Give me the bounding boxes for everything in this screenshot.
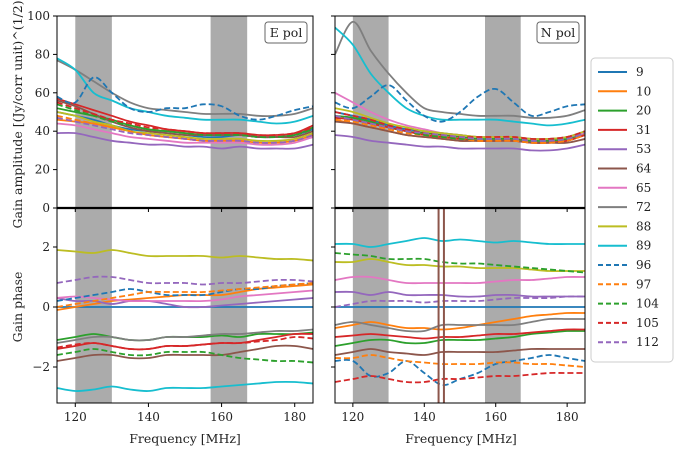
legend-frame — [590, 57, 674, 363]
series-line-96-N-amp — [335, 84, 585, 123]
series-line-88-N-phase — [335, 258, 585, 273]
series-line-53-E-phase — [57, 297, 313, 309]
x-tick-label-N-1: 140 — [413, 410, 436, 424]
series-line-96-E-amp — [57, 76, 313, 121]
series-line-10-N-phase — [335, 312, 585, 331]
shaded-band-N-phase-1 — [485, 208, 521, 403]
panel-N-amp-series — [335, 20, 585, 152]
legend-label-104: 104 — [636, 297, 659, 311]
series-line-72-N-phase — [335, 317, 585, 333]
pol-label-N-amp: N pol — [541, 25, 575, 40]
shaded-band-N-phase-0 — [352, 208, 389, 403]
x-axis-label-right: Frequency [MHz] — [405, 431, 517, 446]
shaded-band-E-amp-1 — [210, 16, 248, 208]
legend-label-72: 72 — [636, 200, 651, 214]
shaded-bands-layer — [75, 16, 521, 403]
series-line-89-N-amp — [335, 26, 585, 127]
series-line-112-N-phase — [335, 295, 585, 308]
y-tick-label-amp-3: 60 — [35, 86, 50, 100]
legend-label-96: 96 — [636, 258, 651, 272]
panel-E-amp-series — [57, 57, 313, 150]
shaded-band-E-amp-0 — [75, 16, 112, 208]
y-tick-label-phase-1: 0 — [42, 300, 50, 314]
pol-label-E-amp: E pol — [270, 25, 303, 40]
series-line-104-E-amp — [57, 103, 313, 139]
series-line-96-E-phase — [57, 282, 313, 302]
x-tick-label-E-1: 140 — [137, 410, 160, 424]
y-tick-label-amp-4: 80 — [35, 47, 50, 61]
x-tick-label-E-2: 160 — [210, 410, 233, 424]
y-tick-label-phase-2: 2 — [42, 240, 50, 254]
series-line-88-E-amp — [57, 111, 313, 142]
y-tick-label-amp-5: 100 — [27, 9, 50, 23]
legend-label-88: 88 — [636, 219, 651, 233]
y-tick-label-phase-0: −2 — [32, 360, 50, 374]
series-line-53-N-amp — [335, 134, 585, 152]
tick-labels-layer: 120 140 160 180 0 20 40 60 80 100 −2 0 2 120 140 160 180 — [27, 9, 579, 424]
legend-label-20: 20 — [636, 104, 651, 118]
series-line-72-E-phase — [57, 328, 313, 344]
series-line-105-N-phase — [335, 372, 585, 384]
legend-label-112: 112 — [636, 335, 659, 349]
pol-label-box-N-amp — [536, 21, 580, 44]
series-line-65-N-phase — [335, 275, 585, 285]
y-tick-label-amp-1: 20 — [35, 163, 50, 177]
series-line-88-E-phase — [57, 249, 313, 262]
x-tick-label-N-3: 180 — [556, 410, 579, 424]
legend-label-89: 89 — [636, 239, 651, 253]
panel-N-phase-series — [335, 237, 585, 387]
legend-label-105: 105 — [636, 316, 659, 330]
legend-label-53: 53 — [636, 142, 651, 156]
legend-label-65: 65 — [636, 181, 651, 195]
series-line-64-E-phase — [57, 344, 313, 362]
series-layer — [57, 20, 585, 403]
series-line-53-E-amp — [57, 131, 313, 150]
series-line-89-E-amp — [57, 57, 313, 125]
legend-label-9: 9 — [636, 65, 644, 79]
frames-layer: E pol N pol — [56, 15, 586, 404]
series-line-89-E-phase — [57, 380, 313, 392]
x-tick-label-N-2: 160 — [484, 410, 507, 424]
x-axis-label-left: Frequency [MHz] — [129, 431, 241, 446]
series-line-104-E-phase — [57, 348, 313, 364]
series-line-105-E-phase — [57, 336, 313, 351]
x-tick-label-E-0: 120 — [64, 410, 87, 424]
y-axis-label-phase: Gain phase — [10, 272, 25, 343]
series-line-53-N-phase — [335, 290, 585, 298]
y-tick-label-amp-0: 0 — [42, 201, 50, 215]
panel-E-phase-series — [57, 249, 313, 392]
y-tick-label-amp-2: 40 — [35, 124, 50, 138]
y-axis-label-amplitude: Gain amplitude [(Jy/corr unit)^(1/2)] — [10, 0, 25, 228]
x-tick-label-N-0: 120 — [341, 410, 364, 424]
x-tick-label-E-3: 180 — [283, 410, 306, 424]
legend-label-10: 10 — [636, 84, 651, 98]
axis-titles-layer: Frequency [MHz] Frequency [MHz] Gain amp… — [10, 0, 517, 446]
series-line-65-E-phase — [57, 289, 313, 303]
shaded-band-N-amp-1 — [485, 16, 521, 208]
legend: 9 10 20 31 53 64 65 72 88 89 96 97 104 105 112 — [590, 57, 674, 363]
legend-label-64: 64 — [636, 162, 652, 176]
series-line-72-E-amp — [57, 59, 313, 117]
series-line-97-E-phase — [57, 282, 313, 308]
legend-label-31: 31 — [636, 123, 651, 137]
series-line-89-N-phase — [335, 237, 585, 248]
series-line-112-E-amp — [57, 116, 313, 144]
series-line-31-N-phase — [335, 328, 585, 340]
series-line-64-N-phase — [335, 348, 585, 356]
series-line-65-E-amp — [57, 122, 313, 146]
series-line-97-N-phase — [335, 354, 585, 368]
series-line-20-N-phase — [335, 330, 585, 347]
series-line-104-N-phase — [335, 252, 585, 274]
series-line-112-E-phase — [57, 275, 313, 286]
legend-label-97: 97 — [636, 277, 651, 291]
series-line-105-E-amp — [57, 101, 313, 137]
pol-label-box-E-amp — [264, 21, 308, 44]
series-line-72-N-amp — [335, 20, 585, 119]
series-line-112-N-amp — [335, 114, 585, 142]
